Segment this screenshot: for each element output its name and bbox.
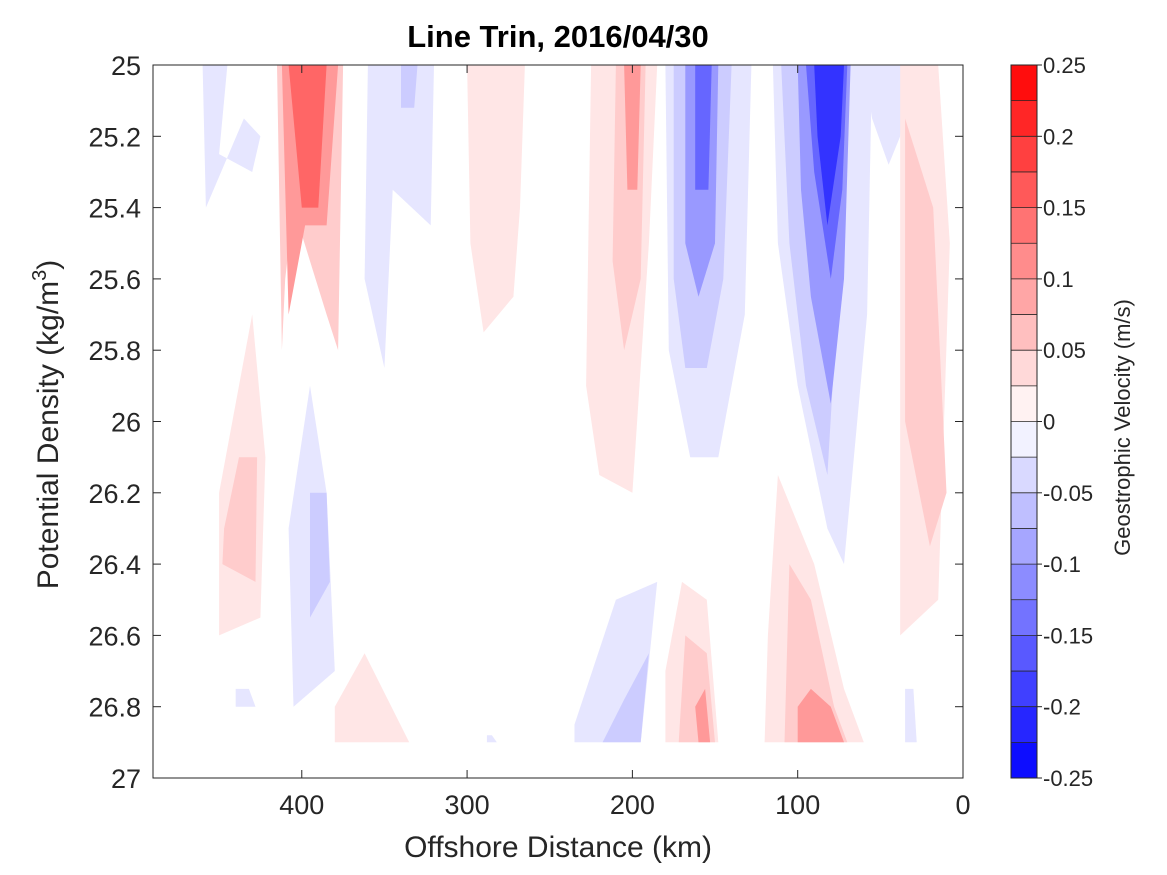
x-tick-label: 400 [279,790,324,820]
contour-region [905,688,917,743]
colorbar-tick-label: -0.25 [1043,766,1093,791]
y-tick-label: 26 [111,408,141,438]
x-tick-label: 300 [445,790,490,820]
colorbar-tick-label: 0 [1043,410,1055,435]
contour-region [624,65,641,190]
colorbar-swatch [1011,385,1037,422]
contour-region [695,65,712,190]
y-tick-label: 25.8 [88,336,141,366]
colorbar-swatch [1011,171,1037,208]
x-tick-label: 0 [955,790,970,820]
y-axis-label: Potential Density (kg/m3) [29,260,65,590]
colorbar-tick-label: 0.05 [1043,338,1086,363]
y-tick-label: 26.8 [88,693,141,723]
contour-region [797,688,844,743]
contour-region [310,492,330,618]
colorbar-swatch [1011,671,1037,708]
contour-region [222,457,258,582]
colorbar-tick-label: 0.25 [1043,53,1086,78]
contour-region [467,65,525,333]
colorbar-swatch [1011,706,1037,743]
colorbar: 0.25 0.2 0.15 0.1 0.05 0 -0.05 -0.1 -0.15 -0.2 -0.… [1010,53,1093,791]
chart-title: Line Trin, 2016/04/30 [407,19,709,54]
contour-region [814,65,844,226]
y-tick-label: 27 [111,764,141,794]
contour-region [905,118,947,547]
colorbar-tick-label: 0.2 [1043,124,1074,149]
y-tick-label: 25 [111,51,141,81]
colorbar-label: Geostrophic Velocity (m/s) [1110,299,1135,556]
y-axis-label-superscript: 3 [29,270,51,281]
contour-region [364,65,434,368]
y-tick-label: 25.6 [88,265,141,295]
contour-region [863,65,906,165]
colorbar-swatch [1011,350,1037,387]
colorbar-swatch [1011,278,1037,315]
plot-area [153,65,963,778]
colorbar-tick-label: -0.1 [1043,552,1081,577]
x-tick-label: 200 [610,790,655,820]
colorbar-swatch [1011,492,1037,529]
colorbar-swatch [1011,421,1037,458]
colorbar-swatch [1011,314,1037,351]
colorbar-tick-label: 0.1 [1043,267,1074,292]
y-tick-label: 25.4 [88,194,141,224]
contour-region [235,688,256,707]
contour-region [486,735,497,743]
x-tick-label: 100 [775,790,820,820]
contour-region [401,65,418,108]
y-tick-label: 26.2 [88,479,141,509]
colorbar-swatch [1011,100,1037,137]
colorbar-swatch [1011,65,1037,102]
x-axis-label: Offshore Distance (km) [404,831,712,864]
contour-region [334,653,410,743]
contour-region [288,65,327,208]
colorbar-swatch [1011,528,1037,565]
y-tick-label: 26.6 [88,621,141,651]
colorbar-tick-label: -0.2 [1043,695,1081,720]
colorbar-swatch [1011,136,1037,173]
contour-region [695,688,711,743]
colorbar-swatch [1011,207,1037,244]
contour-region [784,564,848,743]
colorbar-swatch [1011,457,1037,494]
x-axis-ticks: 400 300 200 100 0 [279,65,971,820]
colorbar-swatch [1011,564,1037,601]
y-tick-label: 25.2 [88,122,141,152]
contour-region [202,65,261,208]
y-axis-label-tail: ) [32,260,65,270]
contour-region [602,653,649,743]
colorbar-tick-label: 0.15 [1043,196,1086,221]
colorbar-swatch [1011,599,1037,636]
y-axis-ticks: 25 25.2 25.4 25.6 25.8 26 26.2 26.4 26.6 26.8 27 [88,51,963,794]
colorbar-swatch [1011,635,1037,672]
colorbar-tick-label: -0.15 [1043,623,1093,648]
colorbar-tick-label: -0.05 [1043,481,1093,506]
y-tick-label: 26.4 [88,550,141,580]
colorbar-swatch [1011,243,1037,280]
y-axis-label-main: Potential Density (kg/m [32,281,65,589]
colorbar-swatch [1011,742,1037,779]
